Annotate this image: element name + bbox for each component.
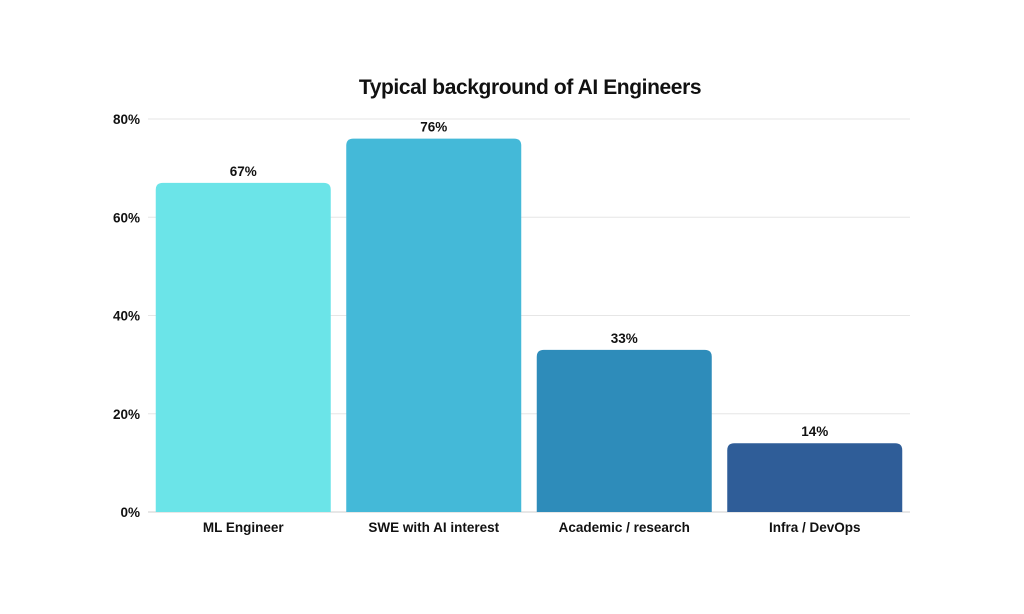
- bar-value-label: 33%: [611, 331, 638, 346]
- bar-value-label: 67%: [230, 164, 257, 179]
- y-axis-ticks: 0% 20% 40% 60% 80%: [113, 112, 140, 520]
- bar: [536, 349, 712, 512]
- bar-value-label: 76%: [420, 120, 447, 135]
- y-tick-label: 40%: [113, 309, 140, 324]
- data-labels: 67% 76% 33% 14%: [230, 120, 829, 440]
- bar: [155, 182, 331, 513]
- y-tick-label: 80%: [113, 112, 140, 127]
- chart-title: Typical background of AI Engineers: [359, 76, 701, 99]
- x-category-label: ML Engineer: [203, 520, 285, 535]
- bar-value-label: 14%: [801, 424, 828, 439]
- bar: [346, 138, 522, 512]
- y-tick-label: 20%: [113, 407, 140, 422]
- x-category-label: SWE with AI interest: [368, 520, 499, 535]
- x-axis-categories: ML Engineer SWE with AI interest Academic …: [203, 520, 861, 535]
- y-tick-label: 60%: [113, 210, 140, 225]
- x-category-label: Infra / DevOps: [769, 520, 861, 535]
- x-category-label: Academic / research: [559, 520, 690, 535]
- bars: [155, 138, 903, 513]
- bar: [727, 443, 903, 512]
- y-tick-label: 0%: [120, 505, 140, 520]
